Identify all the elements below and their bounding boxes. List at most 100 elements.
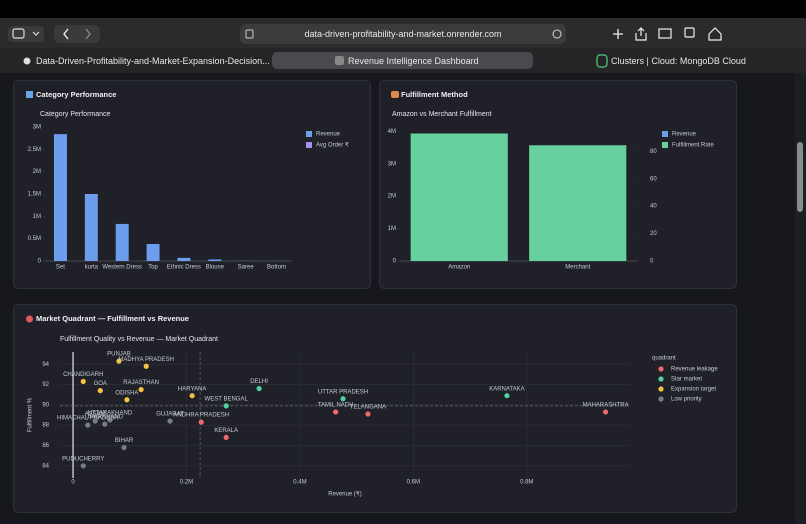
- point-label: RAJASTHAN: [123, 380, 159, 386]
- back-icon: [63, 28, 69, 40]
- point: [603, 409, 609, 415]
- y-tick-label: 92: [42, 382, 49, 388]
- point-label: GOA: [94, 381, 107, 387]
- x-tick-label: 0.8M: [520, 480, 533, 486]
- bar: [177, 257, 191, 261]
- top-bar: [0, 0, 806, 18]
- point-label: TAMIL NADU: [318, 403, 354, 409]
- point-label: UTTARAKHAND: [88, 411, 133, 417]
- panel-icon: [26, 91, 33, 98]
- legend-label: Avg Order ₹: [316, 142, 349, 149]
- y-tick-label: 2M: [388, 194, 396, 200]
- x-tick-label: Amazon: [448, 265, 470, 271]
- mail-icon[interactable]: [658, 28, 672, 39]
- legend-swatch: [662, 142, 668, 148]
- point-label: PUDUCHERRY: [62, 456, 104, 462]
- point: [80, 378, 86, 385]
- x-tick-label: Ethnic Dress: [167, 265, 201, 271]
- x-tick-label: 0: [71, 480, 75, 486]
- bar: [208, 259, 222, 261]
- chevron-icon: [32, 31, 40, 36]
- point: [143, 363, 149, 369]
- point: [333, 409, 339, 415]
- x-tick-label: Blouse: [206, 265, 225, 271]
- point-label: MAHARASHTRA: [583, 403, 629, 409]
- new-tab-icon[interactable]: [613, 29, 623, 39]
- chart-title: Category Performance: [40, 111, 111, 118]
- nav-buttons[interactable]: [54, 25, 100, 43]
- point-label: GUJARAT: [156, 412, 184, 418]
- legend-label: Revenue: [316, 132, 341, 138]
- panel: [13, 80, 371, 289]
- x-tick-label: Set: [56, 265, 65, 271]
- x-tick-label: Bottom: [267, 265, 286, 271]
- y2-tick-label: 40: [650, 204, 657, 210]
- forward-icon: [85, 28, 91, 40]
- bar: [410, 133, 508, 261]
- x-tick-label: 0.6M: [407, 480, 420, 486]
- tab-icon: [335, 56, 344, 65]
- share-icon[interactable]: [635, 27, 647, 41]
- home-icon[interactable]: [708, 27, 722, 41]
- legend-title: quadrant: [652, 356, 676, 362]
- y-tick-label: 88: [42, 423, 49, 429]
- bar: [53, 134, 67, 261]
- x-tick-label: Western Dress: [102, 265, 142, 271]
- point: [504, 393, 510, 399]
- y-tick-label: 1M: [388, 226, 396, 232]
- y-tick-label: 3M: [388, 161, 396, 167]
- point-label: HIMACHAL PRADESH: [57, 416, 118, 422]
- point-label: WEST BENGAL: [205, 396, 249, 402]
- point-label: ODISHA: [115, 390, 138, 396]
- tab-title[interactable]: Clusters | Cloud: MongoDB Cloud: [611, 56, 746, 66]
- x-tick-label: Saree: [238, 265, 255, 271]
- panel-heading: Fulfillment Method: [401, 90, 468, 99]
- tabs-icon[interactable]: [684, 27, 695, 38]
- y-axis-label: Fulfillment %: [28, 397, 34, 432]
- point-label: UTTAR PRADESH: [318, 389, 368, 395]
- x-tick-label: Merchant: [565, 265, 590, 271]
- y-tick-label: 4M: [388, 129, 396, 135]
- point: [138, 386, 144, 393]
- point: [189, 393, 195, 399]
- chart-title: Fulfillment Quality vs Revenue — Market …: [60, 336, 218, 343]
- url: data-driven-profitability-and-market.onr…: [304, 29, 501, 39]
- point-label: JHARKHAND: [86, 415, 123, 421]
- bar: [146, 244, 160, 261]
- y-tick-label: 1M: [33, 214, 41, 220]
- x-tick-label: Top: [148, 265, 158, 271]
- tab-title[interactable]: Revenue Intelligence Dashboard: [348, 56, 479, 66]
- scrollbar-thumb[interactable]: [797, 142, 803, 212]
- point-label: DELHI: [250, 379, 268, 385]
- y-tick-label: 0: [393, 259, 397, 265]
- point: [107, 417, 113, 423]
- legend-label: Expansion target: [671, 387, 716, 393]
- y-tick-label: 2M: [33, 169, 41, 175]
- y-tick-label: 94: [42, 362, 49, 368]
- y-tick-label: 86: [42, 443, 49, 449]
- point: [124, 397, 130, 403]
- reload-icon[interactable]: [552, 29, 562, 39]
- point: [198, 419, 204, 425]
- tab-title[interactable]: Data-Driven-Profitability-and-Market-Exp…: [36, 56, 270, 66]
- legend-swatch: [658, 376, 664, 382]
- point: [97, 388, 103, 394]
- point: [85, 422, 91, 428]
- bar: [115, 223, 129, 261]
- point: [167, 418, 173, 424]
- point: [365, 411, 371, 417]
- bar: [529, 145, 627, 261]
- point-label: PUNJAB: [107, 352, 131, 358]
- chart-title: Amazon vs Merchant Fulfillment: [392, 111, 492, 118]
- y2-tick-label: 0: [650, 259, 654, 265]
- x-axis-label: Revenue (₹): [328, 491, 362, 498]
- point-label: HARYANA: [178, 386, 206, 392]
- legend-swatch: [658, 366, 664, 372]
- x-tick-label: 0.4M: [293, 480, 306, 486]
- y-tick-label: 0: [38, 259, 42, 265]
- point-label: MADHYA PRADESH: [118, 357, 174, 363]
- address-bar[interactable]: [240, 24, 566, 44]
- panel-icon: [26, 315, 33, 323]
- x-tick-label: 0.2M: [180, 480, 193, 486]
- point-label: KARNATAKA: [489, 386, 524, 392]
